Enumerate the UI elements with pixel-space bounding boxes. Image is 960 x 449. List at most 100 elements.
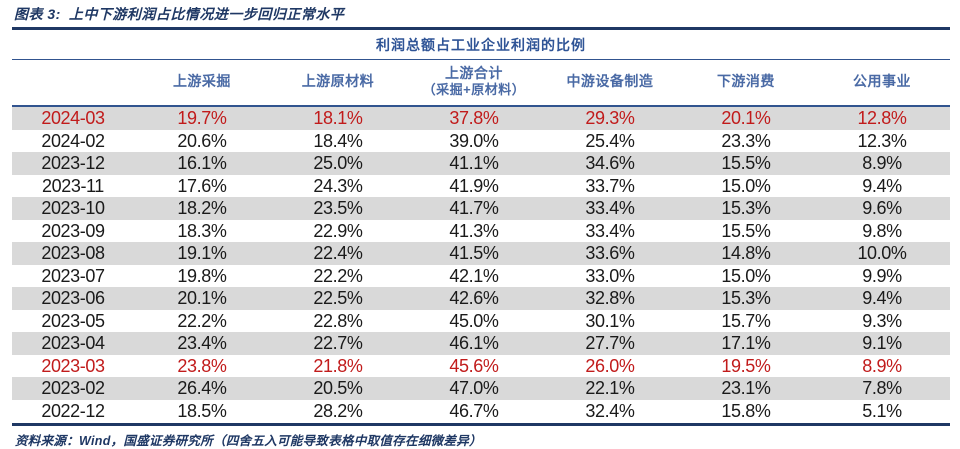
column-header-upstream-total-line1: 上游合计 bbox=[444, 65, 503, 81]
table-row: 2023-02 26.4% 20.5% 47.0% 22.1% 23.1% 7.… bbox=[12, 377, 950, 400]
row-value: 19.7% bbox=[177, 108, 227, 129]
row-value: 8.9% bbox=[862, 153, 902, 174]
row-value: 24.3% bbox=[313, 175, 363, 196]
row-value: 46.7% bbox=[449, 400, 499, 421]
row-value: 46.1% bbox=[449, 333, 499, 354]
row-date: 2023-04 bbox=[41, 333, 105, 354]
row-date: 2023-05 bbox=[41, 310, 105, 331]
bottom-divider bbox=[12, 423, 950, 426]
row-value: 15.7% bbox=[721, 310, 771, 331]
row-value: 18.5% bbox=[177, 400, 227, 421]
table-row: 2023-08 19.1% 22.4% 41.5% 33.6% 14.8% 10… bbox=[12, 242, 950, 265]
row-value: 37.8% bbox=[449, 108, 499, 129]
row-value: 33.6% bbox=[585, 243, 635, 264]
table-row: 2023-12 16.1% 25.0% 41.1% 34.6% 15.5% 8.… bbox=[12, 152, 950, 175]
row-date: 2023-06 bbox=[41, 288, 105, 309]
table-row: 2023-10 18.2% 23.5% 41.7% 33.4% 15.3% 9.… bbox=[12, 197, 950, 220]
row-value: 39.0% bbox=[449, 130, 499, 151]
row-value: 15.5% bbox=[721, 153, 771, 174]
row-value: 41.3% bbox=[449, 220, 499, 241]
row-value: 18.2% bbox=[177, 198, 227, 219]
row-value: 5.1% bbox=[862, 400, 902, 421]
row-value: 15.5% bbox=[721, 220, 771, 241]
row-value: 33.0% bbox=[585, 265, 635, 286]
column-header-upstream-mining: 上游采掘 bbox=[133, 59, 270, 108]
row-value: 22.1% bbox=[585, 378, 635, 399]
row-value: 32.4% bbox=[585, 400, 635, 421]
row-date: 2023-07 bbox=[41, 265, 105, 286]
column-header-upstream-materials: 上游原材料 bbox=[269, 59, 406, 108]
figure-label: 图表 3: bbox=[14, 6, 61, 22]
row-value: 26.0% bbox=[585, 355, 635, 376]
row-value: 16.1% bbox=[177, 153, 227, 174]
row-date: 2023-02 bbox=[41, 378, 105, 399]
row-date: 2023-10 bbox=[41, 198, 105, 219]
source-note: 资料来源：Wind，国盛证券研究所（四舍五入可能导致表格中取值存在细微差异） bbox=[15, 433, 482, 448]
row-date: 2023-08 bbox=[41, 243, 105, 264]
row-value: 28.2% bbox=[313, 400, 363, 421]
row-value: 30.1% bbox=[585, 310, 635, 331]
row-value: 20.1% bbox=[721, 108, 771, 129]
figure-title-text: 上中下游利润占比情况进一步回归正常水平 bbox=[68, 6, 345, 22]
row-value: 22.4% bbox=[313, 243, 363, 264]
row-value: 47.0% bbox=[449, 378, 499, 399]
row-value: 19.8% bbox=[177, 265, 227, 286]
row-value: 18.1% bbox=[313, 108, 363, 129]
table-row: 2024-03 19.7% 18.1% 37.8% 29.3% 20.1% 12… bbox=[12, 106, 950, 130]
profit-share-table: 利润总额占工业企业利润的比例 上游采掘 上游原材料 上游合计 （采掘+原材料） 中… bbox=[12, 30, 950, 422]
row-date: 2023-11 bbox=[42, 175, 104, 196]
row-value: 45.6% bbox=[449, 355, 499, 376]
row-value: 15.0% bbox=[721, 265, 771, 286]
row-value: 41.5% bbox=[449, 243, 499, 264]
figure-title: 图表 3: 上中下游利润占比情况进一步回归正常水平 bbox=[12, 0, 950, 27]
row-date: 2023-12 bbox=[41, 153, 105, 174]
column-header-midstream-equipment: 中游设备制造 bbox=[541, 59, 678, 108]
row-value: 19.5% bbox=[721, 355, 771, 376]
row-date: 2023-09 bbox=[41, 220, 105, 241]
row-value: 12.3% bbox=[857, 130, 907, 151]
table-row: 2023-03 23.8% 21.8% 45.6% 26.0% 19.5% 8.… bbox=[12, 355, 950, 378]
row-value: 9.4% bbox=[862, 175, 902, 196]
row-value: 23.4% bbox=[177, 333, 227, 354]
row-value: 15.0% bbox=[721, 175, 771, 196]
row-value: 15.8% bbox=[721, 400, 771, 421]
row-date: 2022-12 bbox=[41, 400, 105, 421]
row-value: 23.3% bbox=[721, 130, 771, 151]
column-header-upstream-total: 上游合计 （采掘+原材料） bbox=[405, 59, 542, 108]
row-value: 25.4% bbox=[585, 130, 635, 151]
row-value: 9.3% bbox=[862, 310, 902, 331]
row-value: 32.8% bbox=[585, 288, 635, 309]
row-value: 23.5% bbox=[313, 198, 363, 219]
row-value: 34.6% bbox=[585, 153, 635, 174]
row-value: 12.8% bbox=[857, 108, 907, 129]
column-header-utilities: 公用事业 bbox=[813, 59, 950, 108]
row-value: 9.6% bbox=[862, 198, 902, 219]
row-value: 41.9% bbox=[449, 175, 499, 196]
row-value: 41.7% bbox=[449, 198, 499, 219]
row-value: 23.8% bbox=[177, 355, 227, 376]
table-body: 2024-03 19.7% 18.1% 37.8% 29.3% 20.1% 12… bbox=[12, 106, 950, 422]
row-value: 20.5% bbox=[313, 378, 363, 399]
row-value: 15.3% bbox=[721, 288, 771, 309]
row-value: 22.7% bbox=[313, 333, 363, 354]
row-value: 27.7% bbox=[585, 333, 635, 354]
row-value: 42.6% bbox=[449, 288, 499, 309]
row-value: 9.4% bbox=[862, 288, 902, 309]
row-value: 10.0% bbox=[857, 243, 907, 264]
row-value: 20.6% bbox=[177, 130, 227, 151]
row-value: 17.6% bbox=[177, 175, 227, 196]
row-value: 22.2% bbox=[177, 310, 227, 331]
table-row: 2023-04 23.4% 22.7% 46.1% 27.7% 17.1% 9.… bbox=[12, 332, 950, 355]
table-column-header-row: 上游采掘 上游原材料 上游合计 （采掘+原材料） 中游设备制造 下游消费 公用事业 bbox=[12, 59, 950, 108]
table-row: 2023-07 19.8% 22.2% 42.1% 33.0% 15.0% 9.… bbox=[12, 265, 950, 288]
table-row: 2023-09 18.3% 22.9% 41.3% 33.4% 15.5% 9.… bbox=[12, 220, 950, 243]
table-row: 2023-05 22.2% 22.8% 45.0% 30.1% 15.7% 9.… bbox=[12, 310, 950, 333]
row-value: 8.9% bbox=[862, 355, 902, 376]
row-value: 18.4% bbox=[313, 130, 363, 151]
row-value: 33.7% bbox=[585, 175, 635, 196]
row-value: 23.1% bbox=[721, 378, 771, 399]
title-divider bbox=[12, 27, 950, 30]
column-header-downstream-consumption: 下游消费 bbox=[677, 59, 814, 108]
row-date: 2024-03 bbox=[41, 108, 105, 129]
